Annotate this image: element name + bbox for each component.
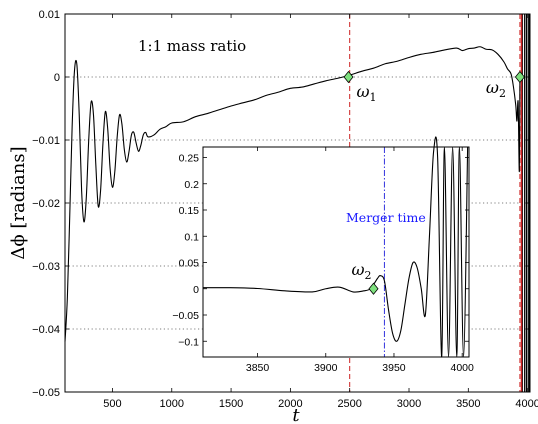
- inset-series-line: [202, 136, 469, 358]
- inset-y-tick-label-7: 0.25: [179, 153, 200, 165]
- inset-omega-marker-1: [368, 282, 379, 295]
- main-omega-marker-1: [343, 70, 354, 84]
- main-omega-marker-2: [514, 70, 525, 84]
- inset-omega-markers: ω2: [352, 260, 379, 295]
- inset-y-tick-label-6: 0.2: [184, 179, 199, 191]
- inset-plot-area: [203, 147, 469, 357]
- main-y-tick-label-5: 0: [54, 72, 60, 84]
- main-x-tick-label-6: 3500: [456, 398, 480, 410]
- inset-y-tick-label-4: 0.1: [184, 231, 199, 243]
- inset-x-tick-label-2: 3950: [382, 362, 406, 374]
- main-y-tick-label-3: −0.02: [32, 198, 60, 210]
- main-plot-frame: [64, 13, 531, 393]
- main-y-tick-label-4: −0.01: [32, 135, 60, 147]
- main-omega-label-1: ω1: [357, 82, 377, 104]
- main-x-tick-label-7: 4000: [515, 398, 538, 410]
- inset-x-tick-label-0: 3850: [246, 362, 270, 374]
- main-x-tick-label-3: 2000: [278, 398, 302, 410]
- inset-y-tick-label-3: 0.05: [179, 258, 200, 270]
- inset-y-tick-label-1: −0.05: [172, 310, 199, 322]
- inset-annotation: Merger time: [346, 210, 426, 225]
- inset-y-tick-label-0: −0.1: [178, 336, 199, 348]
- inset-plot-frame: [202, 146, 470, 358]
- main-x-tick-label-1: 1000: [160, 398, 184, 410]
- inset-chart: ω2 3850 3900 3950 4000 −0.1 −0.05 0 0.05 0.1 0.15…: [172, 136, 474, 375]
- inset-tick-labels: 3850 3900 3950 4000 −0.1 −0.05 0 0.05 0.1 0.15 0.2…: [172, 153, 474, 375]
- main-y-tick-label-6: 0.01: [39, 9, 60, 21]
- main-y-tick-label-2: −0.03: [32, 261, 60, 273]
- inset-x-tick-label-1: 3900: [314, 362, 338, 374]
- main-x-tick-label-5: 3000: [397, 398, 421, 410]
- main-x-tick-label-2: 1500: [219, 398, 243, 410]
- x-axis-title: t: [292, 405, 300, 424]
- inset-omega-label-1: ω2: [352, 260, 372, 282]
- main-x-tick-label-0: 500: [103, 398, 121, 410]
- y-axis-title: Δϕ [radians]: [8, 146, 29, 259]
- main-omega-markers: ω1 ω2: [343, 70, 525, 104]
- main-omega-label-2: ω2: [486, 78, 506, 100]
- main-x-tick-label-4: 2500: [337, 398, 361, 410]
- main-series-line: [64, 46, 521, 342]
- main-annotation: 1:1 mass ratio: [138, 37, 246, 55]
- inset-x-tick-label-3: 4000: [450, 362, 474, 374]
- inset-y-tick-label-5: 0.15: [179, 205, 200, 217]
- main-tick-labels: 500 1000 1500 2000 2500 3000 3500 4000 −0.05 −0.0…: [32, 9, 538, 410]
- inset-y-tick-label-2: 0: [193, 284, 199, 296]
- main-y-tick-label-1: −0.04: [32, 324, 60, 336]
- main-y-tick-label-0: −0.05: [32, 387, 60, 399]
